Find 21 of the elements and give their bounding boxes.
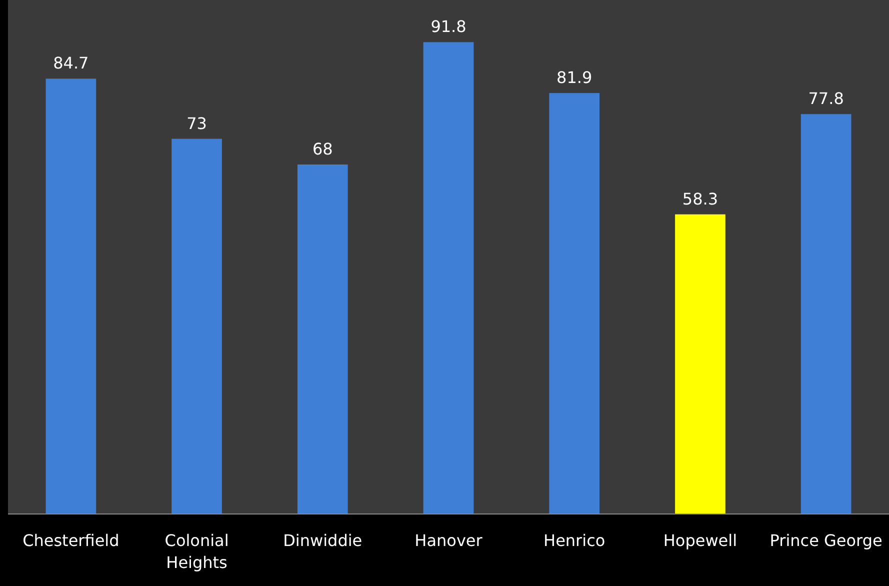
data-label: 77.8 bbox=[808, 89, 844, 108]
data-label: 81.9 bbox=[556, 68, 592, 88]
bar bbox=[800, 114, 852, 514]
data-label: 68 bbox=[312, 139, 333, 158]
bar bbox=[46, 78, 96, 514]
data-label: 58.3 bbox=[682, 189, 718, 208]
data-label: 73 bbox=[186, 114, 207, 133]
bar bbox=[549, 93, 600, 514]
data-label: 91.8 bbox=[430, 17, 466, 36]
x-tick-label: Dinwiddie bbox=[283, 531, 362, 550]
x-tick-label: Chesterfield bbox=[22, 531, 120, 550]
data-label: 84.7 bbox=[53, 54, 89, 73]
x-tick-label: Henrico bbox=[544, 531, 606, 550]
bar bbox=[423, 42, 474, 514]
x-tick-label: Hanover bbox=[414, 531, 483, 550]
bar bbox=[297, 164, 348, 514]
x-tick-label: Colonial Heights bbox=[164, 531, 229, 572]
bar bbox=[172, 138, 222, 514]
x-tick-label: Prince George bbox=[770, 531, 882, 550]
bar bbox=[675, 214, 726, 514]
x-tick-label: Hopewell bbox=[663, 531, 738, 550]
